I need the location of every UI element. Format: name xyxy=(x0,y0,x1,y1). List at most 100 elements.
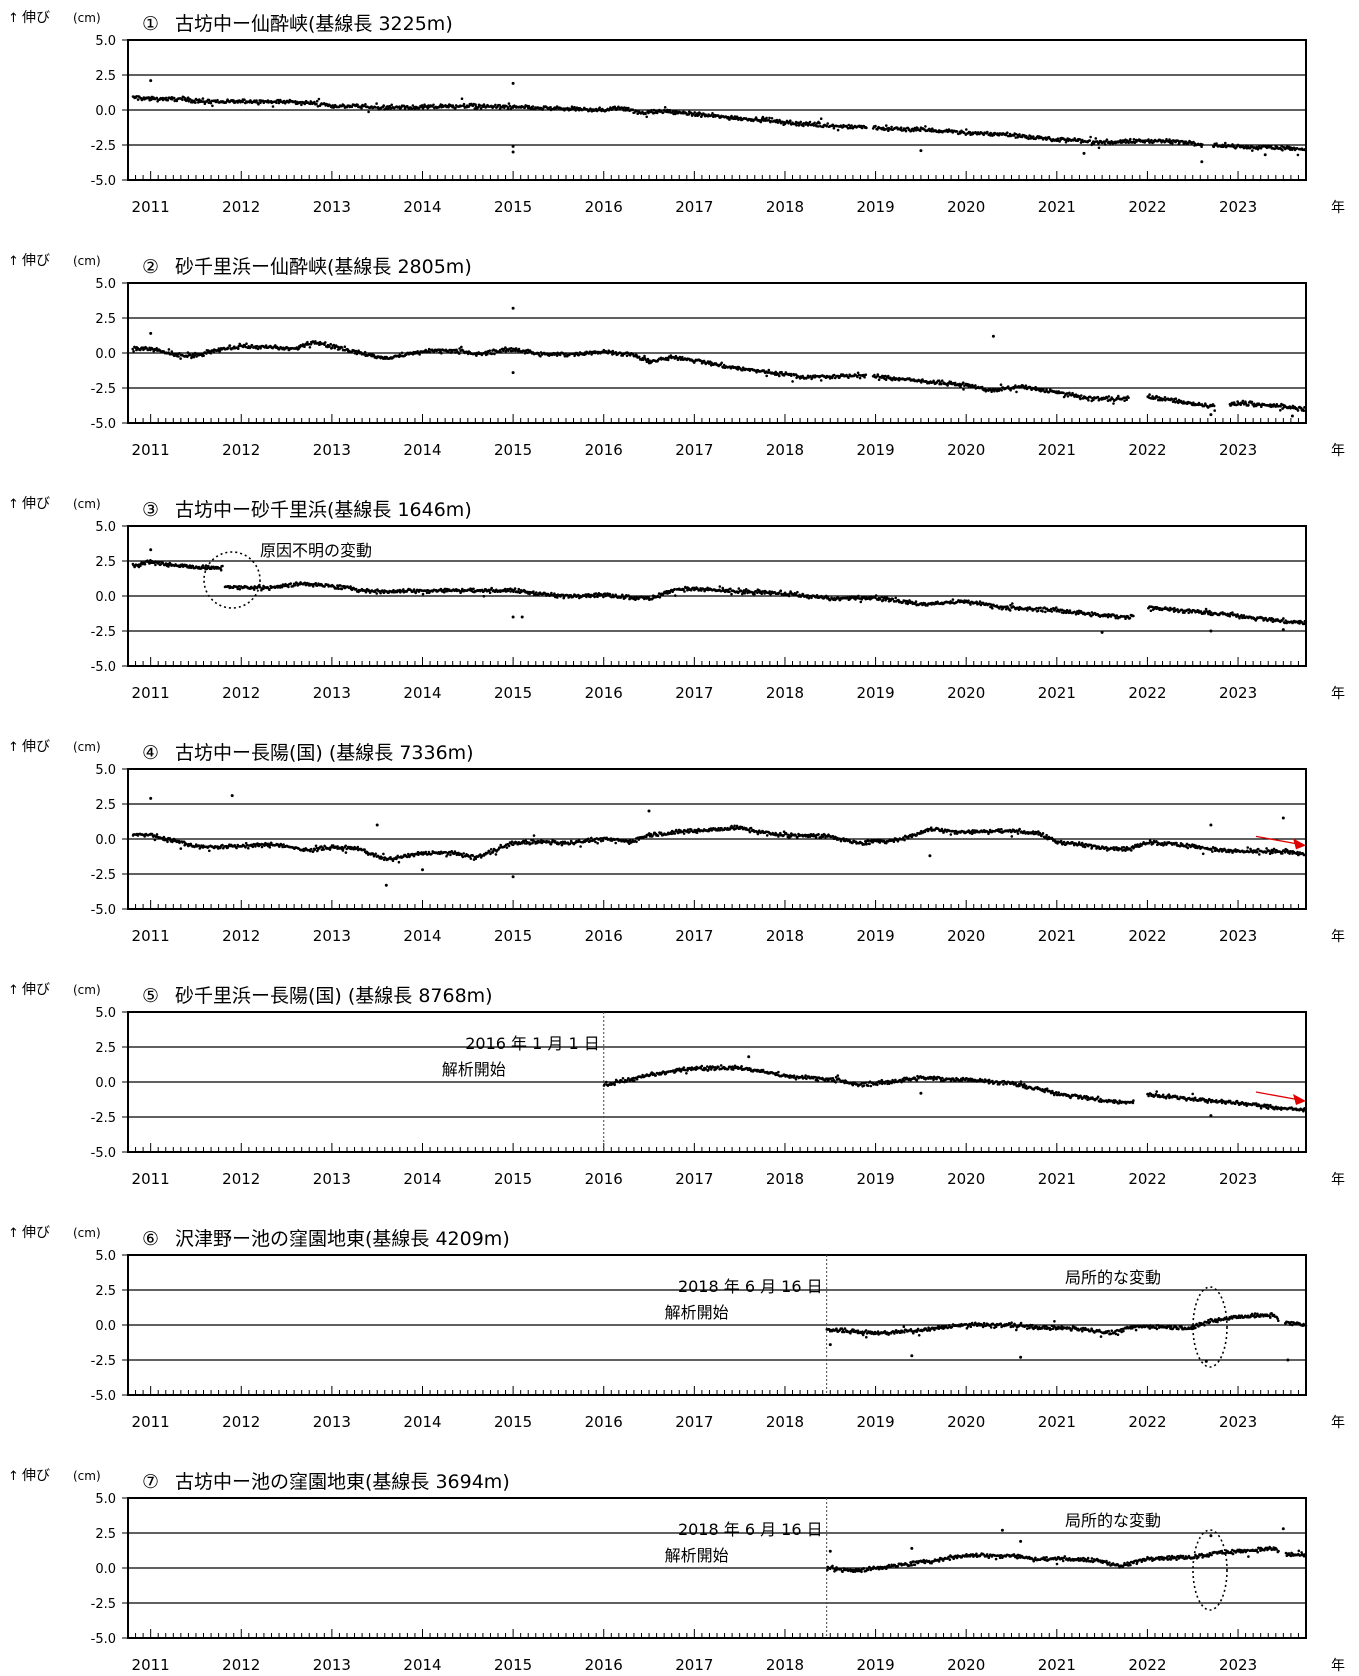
data-point xyxy=(259,347,262,350)
data-point xyxy=(1036,609,1040,613)
data-point xyxy=(859,600,863,604)
data-point xyxy=(1094,137,1098,140)
outlier-point xyxy=(991,334,995,338)
data-point xyxy=(626,108,629,112)
data-point xyxy=(420,104,424,107)
data-point xyxy=(1006,131,1009,134)
x-tick-label: 2016 xyxy=(585,927,623,945)
x-tick-label: 2011 xyxy=(132,927,170,945)
data-point xyxy=(172,96,176,100)
outlier-point xyxy=(511,150,515,154)
x-tick-label: 2011 xyxy=(132,684,170,702)
data-point xyxy=(1055,606,1058,609)
data-point xyxy=(482,594,486,598)
x-tick-label: 2013 xyxy=(313,198,351,216)
x-tick-label: 2022 xyxy=(1128,684,1166,702)
data-point xyxy=(681,355,684,359)
data-point xyxy=(167,348,171,351)
outlier-point xyxy=(1290,414,1294,418)
data-point xyxy=(850,124,853,127)
data-point xyxy=(819,379,823,382)
data-point xyxy=(874,124,877,128)
y-tick-label: -5.0 xyxy=(91,417,116,432)
data-point xyxy=(671,110,675,113)
x-tick-label: 2011 xyxy=(132,441,170,459)
data-point xyxy=(904,129,908,133)
data-point xyxy=(193,351,197,355)
data-point xyxy=(962,381,965,385)
data-point xyxy=(1201,143,1204,146)
data-point xyxy=(802,124,805,128)
data-point xyxy=(1282,145,1286,149)
data-point xyxy=(1149,609,1153,613)
data-point xyxy=(252,588,256,591)
data-point xyxy=(768,116,771,120)
data-point xyxy=(1119,139,1122,142)
data-point xyxy=(919,129,922,132)
data-point xyxy=(832,126,836,130)
x-tick-label: 2023 xyxy=(1219,927,1257,945)
y-tick-label: 5.0 xyxy=(95,763,116,778)
data-point xyxy=(484,350,487,354)
data-point xyxy=(799,120,802,124)
data-point xyxy=(1269,144,1273,148)
x-tick-label: 2013 xyxy=(313,441,351,459)
x-tick-label: 2012 xyxy=(222,927,260,945)
data-point xyxy=(1224,141,1227,145)
data-point xyxy=(816,125,820,128)
data-point xyxy=(645,115,648,119)
data-point xyxy=(1128,616,1132,620)
x-tick-label: 2017 xyxy=(675,927,713,945)
x-tick-label: 2014 xyxy=(403,198,441,216)
data-point xyxy=(410,107,414,111)
data-point xyxy=(759,120,763,124)
data-point xyxy=(924,125,927,128)
data-point xyxy=(221,564,224,568)
data-point xyxy=(602,595,605,599)
y-axis-unit: (cm) xyxy=(73,497,101,511)
data-point xyxy=(1008,609,1012,612)
data-point xyxy=(1041,610,1044,613)
data-point xyxy=(511,106,515,109)
data-point xyxy=(473,107,477,110)
x-tick-label: 2018 xyxy=(766,441,804,459)
data-point xyxy=(313,342,317,345)
data-point xyxy=(277,348,281,351)
data-point xyxy=(1112,402,1115,405)
data-point xyxy=(730,592,733,596)
data-point xyxy=(678,355,682,359)
data-point xyxy=(1000,388,1003,392)
data-point xyxy=(978,600,982,603)
y-tick-label: -2.5 xyxy=(91,868,116,883)
data-point xyxy=(899,126,903,129)
data-point xyxy=(885,124,888,127)
data-point xyxy=(663,106,667,109)
data-point xyxy=(387,107,390,111)
data-point xyxy=(609,106,612,109)
data-point xyxy=(317,97,321,101)
y-tick-label: -5.0 xyxy=(91,903,116,918)
x-tick-label: 2023 xyxy=(1219,441,1257,459)
data-point xyxy=(488,591,492,594)
data-point xyxy=(1088,139,1092,142)
data-point xyxy=(184,97,187,100)
chart-number: ④ xyxy=(142,742,159,764)
data-point xyxy=(186,351,190,354)
data-point xyxy=(308,346,312,349)
data-point xyxy=(427,347,431,351)
x-tick-label: 2018 xyxy=(766,198,804,216)
data-point xyxy=(914,600,918,603)
data-point xyxy=(1247,403,1250,407)
data-point xyxy=(1259,146,1263,150)
data-point xyxy=(440,351,443,355)
x-tick-label: 2013 xyxy=(313,684,351,702)
data-point xyxy=(238,587,242,591)
data-point xyxy=(1174,397,1178,401)
outlier-point xyxy=(1209,413,1213,417)
data-point xyxy=(807,122,811,126)
data-point xyxy=(652,108,656,112)
data-point xyxy=(1212,145,1216,149)
data-point xyxy=(1027,137,1030,141)
y-axis-arrow-icon: ↑ xyxy=(8,497,19,512)
data-point xyxy=(1215,142,1218,145)
